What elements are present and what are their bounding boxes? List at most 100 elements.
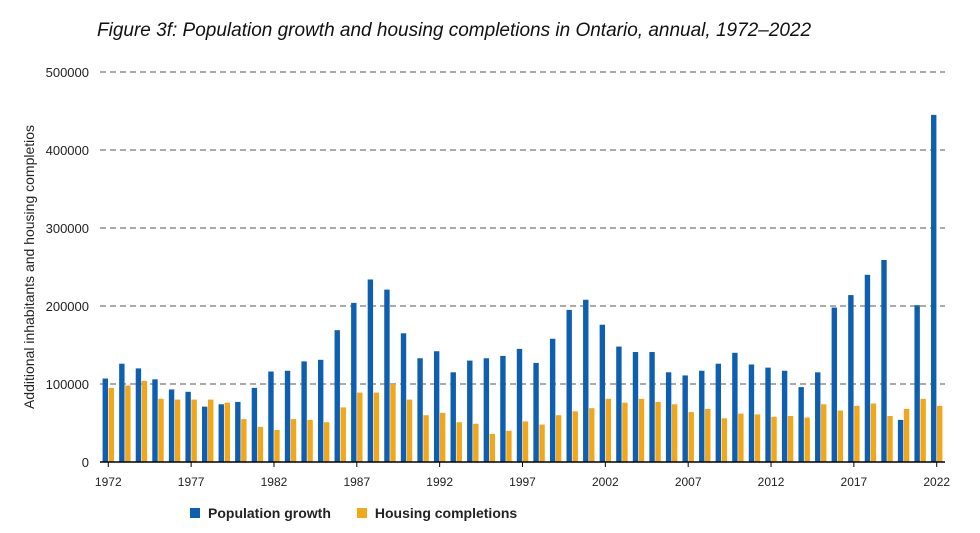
bar-housing-1982 <box>274 430 280 462</box>
bar-housing-2000 <box>572 411 578 462</box>
bar-housing-1987 <box>357 392 363 462</box>
x-tick-label: 2012 <box>758 475 785 489</box>
y-tick-labels: 0 100000 200000 300000 400000 500000 <box>46 65 89 470</box>
bar-housing-1984 <box>307 419 313 462</box>
bar-housing-1975 <box>158 398 164 462</box>
bar-housing-1986 <box>340 407 346 462</box>
bar-housing-2010 <box>738 413 744 462</box>
bar-housing-2006 <box>671 404 678 462</box>
bar-population-2020 <box>897 419 904 462</box>
legend-swatch-housing <box>356 508 367 518</box>
gridlines <box>100 71 945 385</box>
bar-housing-2014 <box>804 417 810 462</box>
bar-population-2006 <box>665 372 672 462</box>
bar-housing-1990 <box>406 399 413 462</box>
bar-housing-1992 <box>439 412 446 462</box>
bar-population-2012 <box>765 367 771 462</box>
bar-housing-2008 <box>705 408 711 462</box>
bar-population-2021 <box>914 305 920 462</box>
bar-population-1998 <box>533 362 539 462</box>
x-tick-label: 1987 <box>343 475 370 489</box>
bar-housing-2020 <box>903 408 910 462</box>
bar-housing-2011 <box>754 414 761 462</box>
bar-housing-1997 <box>522 421 529 462</box>
bar-housing-2012 <box>771 416 777 462</box>
bar-population-1976 <box>168 389 175 462</box>
bar-population-1989 <box>384 289 390 462</box>
y-tick-label: 100000 <box>46 377 89 392</box>
bar-population-1983 <box>284 370 291 462</box>
bar-housing-2007 <box>688 412 694 462</box>
bar-population-1992 <box>433 351 440 462</box>
bar-housing-2022 <box>937 405 943 462</box>
bar-population-2004 <box>632 352 639 462</box>
bar-housing-2019 <box>887 415 893 462</box>
bar-housing-2015 <box>821 404 827 462</box>
x-tick-label: 2017 <box>841 475 868 489</box>
bar-housing-2003 <box>622 402 628 462</box>
bar-population-1999 <box>549 338 556 462</box>
legend-label-housing: Housing completions <box>374 505 518 521</box>
bar-housing-1976 <box>174 399 181 462</box>
bar-population-2017 <box>848 295 854 462</box>
bar-population-1981 <box>251 387 258 462</box>
bar-housing-2009 <box>721 418 728 462</box>
bar-housing-1995 <box>489 433 496 462</box>
legend-item-housing: Housing completions <box>356 505 518 521</box>
bar-population-1984 <box>301 361 307 462</box>
bar-population-1972 <box>102 378 108 462</box>
legend: Population growth Housing completions <box>190 505 517 521</box>
bar-population-1980 <box>235 401 241 462</box>
bar-housing-1981 <box>257 426 264 462</box>
bar-population-2008 <box>699 370 705 462</box>
bar-housing-1999 <box>555 415 562 462</box>
bar-housing-2017 <box>854 405 860 462</box>
x-tick-label: 2007 <box>675 475 702 489</box>
bar-housing-2004 <box>638 398 645 462</box>
x-tick-label: 1992 <box>426 475 453 489</box>
bar-housing-2005 <box>655 401 661 462</box>
bar-population-2009 <box>715 363 722 462</box>
bar-population-2014 <box>798 387 804 462</box>
y-tick-label: 0 <box>82 455 89 470</box>
x-tick-labels: 1972 1977 1982 1987 1992 1997 2002 2007 2012 2017… <box>95 462 950 489</box>
y-axis-label: Additional inhabitants and housing compl… <box>21 125 37 409</box>
bar-population-2019 <box>881 259 887 462</box>
bar-population-1978 <box>201 406 208 462</box>
bar-housing-1989 <box>390 384 396 462</box>
bar-population-1985 <box>317 359 324 462</box>
bar-housing-2002 <box>605 398 612 462</box>
bar-housing-1991 <box>423 415 429 462</box>
x-tick-label: 1982 <box>261 475 288 489</box>
bar-population-2022 <box>931 114 937 463</box>
bar-population-2003 <box>616 346 622 462</box>
bar-housing-1988 <box>373 392 380 462</box>
bar-population-1973 <box>119 363 125 462</box>
legend-swatch-population <box>190 508 200 518</box>
bar-housing-1983 <box>290 419 297 462</box>
bar-population-2000 <box>566 309 572 462</box>
bar-population-1994 <box>467 360 473 462</box>
bar-population-1977 <box>185 391 191 462</box>
bar-population-1993 <box>450 372 456 462</box>
bar-population-2015 <box>815 372 821 462</box>
bar-population-2016 <box>831 307 838 462</box>
bar-housing-1993 <box>456 422 462 462</box>
bar-housing-2016 <box>837 410 844 462</box>
x-tick-label: 1972 <box>95 475 122 489</box>
y-tick-label: 400000 <box>46 143 89 158</box>
x-tick-label: 1977 <box>178 475 205 489</box>
bar-housing-1977 <box>191 399 197 462</box>
y-tick-label: 500000 <box>46 65 89 80</box>
bar-population-2005 <box>649 352 655 462</box>
bar-population-2013 <box>781 370 788 462</box>
bar-housing-2013 <box>787 415 794 462</box>
x-tick-label: 2002 <box>592 475 619 489</box>
bar-population-1974 <box>135 368 142 462</box>
bars <box>102 114 943 463</box>
bar-population-1988 <box>367 279 374 462</box>
bar-population-1975 <box>152 379 158 462</box>
bar-housing-2001 <box>589 408 595 462</box>
bar-housing-1973 <box>125 385 131 462</box>
